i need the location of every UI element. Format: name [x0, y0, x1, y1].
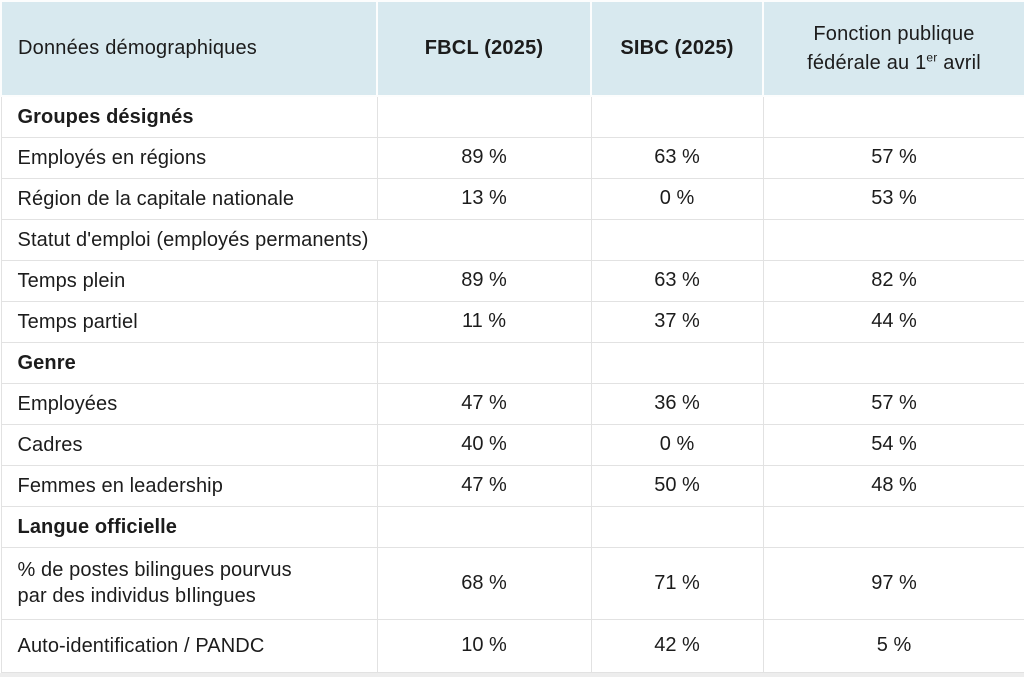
value-cell-fbcl: 89 % — [376, 259, 592, 302]
table-row: Employées 47 % 36 % 57 % — [0, 382, 1024, 425]
header-label-line2-end: avril — [937, 51, 981, 74]
row-label-text: Employés en régions — [17, 146, 207, 169]
value-cell-fbcl — [376, 95, 592, 138]
value-cell-fbcl: 13 % — [376, 177, 592, 220]
value-cell-sibc: 0 % — [590, 177, 764, 220]
value-cell-fbcl: 68 % — [376, 546, 592, 620]
value-cell-fpf — [762, 341, 1024, 384]
value-cell-fbcl: 40 % — [376, 423, 592, 466]
header-label-line1: Fonction publique — [813, 22, 975, 45]
row-label-text: Statut d'emploi (employés permanents) — [17, 228, 369, 251]
value-cell-fpf: 5 % — [762, 618, 1024, 673]
row-label-cell: Temps plein — [0, 259, 378, 302]
row-label-cell: Employés en régions — [0, 136, 378, 179]
value-cell-fbcl: 47 % — [376, 382, 592, 425]
row-label-cell: Employées — [0, 382, 378, 425]
value-cell-fbcl: 47 % — [376, 464, 592, 507]
value-cell-sibc: 50 % — [590, 464, 764, 507]
table-row: Temps plein 89 % 63 % 82 % — [0, 259, 1024, 302]
table-row: Région de la capitale nationale 13 % 0 % 53… — [0, 177, 1024, 220]
row-label-cell: Femmes en leadership — [0, 464, 378, 507]
value-cell-fpf: 82 % — [762, 259, 1024, 302]
header-cell-donnees-demographiques: Données démographiques — [0, 0, 378, 97]
table-row: Auto-identification / PANDC 10 % 42 % 5 % — [0, 618, 1024, 673]
value-cell-fbcl: 10 % — [376, 618, 592, 673]
row-label-cell: Auto-identification / PANDC — [0, 618, 378, 673]
row-label-text: Temps partiel — [17, 310, 138, 333]
value-cell-sibc — [590, 341, 764, 384]
value-cell-fpf — [762, 218, 1024, 261]
row-label-text-line2: par des individus bIlingues — [17, 585, 256, 607]
row-label-text: Auto-identification / PANDC — [17, 634, 265, 657]
row-label-text: Employées — [17, 392, 118, 415]
row-label-text: % de postes bilingues pourvus — [17, 559, 292, 581]
section-label-cell: Genre — [0, 341, 378, 384]
row-label-text: Région de la capitale nationale — [17, 187, 295, 210]
header-label: SIBC (2025) — [620, 37, 734, 59]
value-cell-fbcl — [376, 505, 592, 548]
section-row: Groupes désignés — [0, 95, 1024, 138]
row-label-cell: Temps partiel — [0, 300, 378, 343]
header-cell-fbcl: FBCL (2025) — [376, 0, 592, 97]
header-label: FBCL (2025) — [424, 37, 544, 59]
header-label-superscript: er — [926, 49, 938, 64]
section-row: Langue officielle — [0, 505, 1024, 548]
table-row: Cadres 40 % 0 % 54 % — [0, 423, 1024, 466]
header-cell-sibc: SIBC (2025) — [590, 0, 764, 97]
section-label-cell: Statut d'emploi (employés permanents) — [0, 218, 592, 261]
row-label-text: Groupes désignés — [17, 105, 194, 128]
row-label-text: Genre — [17, 351, 76, 374]
value-cell-fpf: 97 % — [762, 546, 1024, 620]
value-cell-sibc — [590, 218, 764, 261]
table-header-row: Données démographiques FBCL (2025) SIBC … — [0, 0, 1024, 97]
value-cell-fpf: 57 % — [762, 136, 1024, 179]
section-label-cell: Langue officielle — [0, 505, 378, 548]
row-label-text: Femmes en leadership — [17, 474, 223, 497]
value-cell-sibc: 63 % — [590, 136, 764, 179]
table-row: Employés en régions 89 % 63 % 57 % — [0, 136, 1024, 179]
table-row: % de postes bilingues pourvus par des ind… — [0, 546, 1024, 620]
value-cell-sibc: 42 % — [590, 618, 764, 673]
value-cell-fpf: 53 % — [762, 177, 1024, 220]
value-cell-fbcl: 89 % — [376, 136, 592, 179]
header-cell-fonction-publique: Fonction publique fédérale au 1er avril — [762, 0, 1024, 97]
row-label-cell: Région de la capitale nationale — [0, 177, 378, 220]
value-cell-fpf: 44 % — [762, 300, 1024, 343]
row-label-text: Langue officielle — [17, 515, 178, 538]
value-cell-sibc: 37 % — [590, 300, 764, 343]
value-cell-sibc — [590, 505, 764, 548]
value-cell-fpf: 48 % — [762, 464, 1024, 507]
page-bottom-strip — [0, 672, 1024, 677]
value-cell-sibc: 63 % — [590, 259, 764, 302]
row-label-cell: Cadres — [0, 423, 378, 466]
section-row: Genre — [0, 341, 1024, 384]
value-cell-sibc — [590, 95, 764, 138]
table-row: Femmes en leadership 47 % 50 % 48 % — [0, 464, 1024, 507]
row-label-text: Cadres — [17, 433, 83, 456]
value-cell-sibc: 0 % — [590, 423, 764, 466]
value-cell-sibc: 36 % — [590, 382, 764, 425]
value-cell-fbcl: 11 % — [376, 300, 592, 343]
row-label-text: Temps plein — [17, 269, 126, 292]
value-cell-sibc: 71 % — [590, 546, 764, 620]
header-label: Données démographiques — [18, 37, 258, 59]
header-label-line2: fédérale au 1 — [807, 51, 927, 74]
table-row: Temps partiel 11 % 37 % 44 % — [0, 300, 1024, 343]
row-label-cell: % de postes bilingues pourvus par des ind… — [0, 546, 378, 620]
value-cell-fpf — [762, 505, 1024, 548]
value-cell-fpf — [762, 95, 1024, 138]
value-cell-fpf: 54 % — [762, 423, 1024, 466]
value-cell-fpf: 57 % — [762, 382, 1024, 425]
section-label-cell: Groupes désignés — [0, 95, 378, 138]
section-row: Statut d'emploi (employés permanents) — [0, 218, 1024, 261]
value-cell-fbcl — [376, 341, 592, 384]
